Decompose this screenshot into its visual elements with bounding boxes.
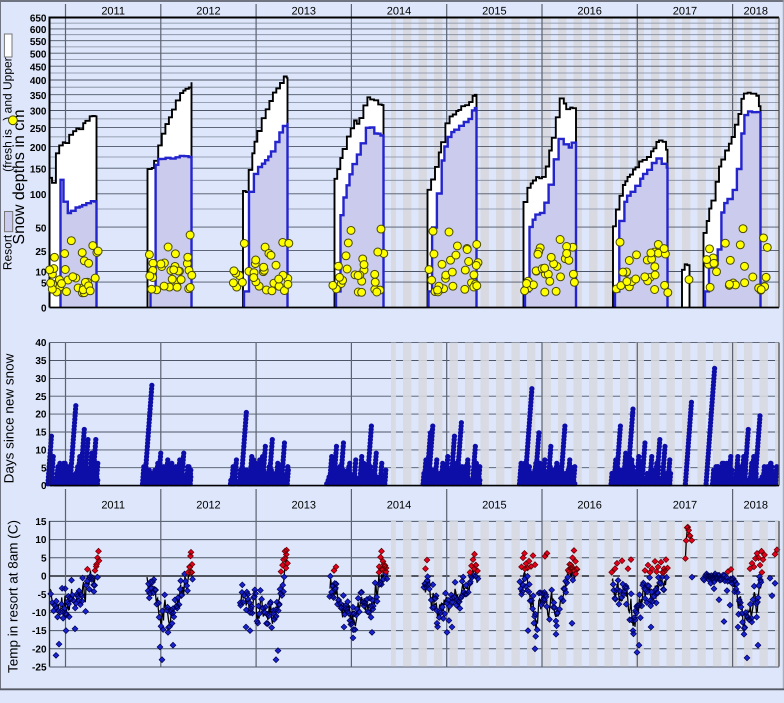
svg-text:) and Upper: ) and Upper — [1, 57, 15, 120]
svg-text:40: 40 — [35, 338, 47, 349]
svg-text:150: 150 — [30, 164, 47, 175]
svg-text:10: 10 — [35, 268, 47, 279]
svg-text:Snow depths in cm: Snow depths in cm — [11, 109, 28, 244]
svg-text:2011: 2011 — [101, 500, 125, 512]
svg-text:Days since new snow: Days since new snow — [2, 353, 17, 483]
svg-text:Resort: Resort — [1, 234, 15, 270]
svg-text:2014: 2014 — [387, 6, 411, 18]
svg-text:300: 300 — [30, 107, 47, 118]
svg-text:2012: 2012 — [196, 6, 220, 18]
svg-text:2014: 2014 — [387, 500, 411, 512]
svg-text:5: 5 — [41, 553, 47, 564]
svg-text:250: 250 — [30, 124, 47, 135]
svg-text:50: 50 — [35, 223, 47, 234]
svg-text:600: 600 — [30, 25, 47, 36]
svg-text:10: 10 — [35, 535, 47, 546]
svg-text:-15: -15 — [32, 626, 47, 637]
svg-text:650: 650 — [30, 14, 47, 25]
svg-text:200: 200 — [30, 143, 47, 154]
svg-text:(fresh is: (fresh is — [1, 129, 15, 172]
svg-text:2013: 2013 — [292, 6, 316, 18]
svg-text:20: 20 — [35, 410, 47, 421]
svg-text:450: 450 — [30, 62, 47, 73]
svg-text:500: 500 — [30, 49, 47, 60]
svg-text:0: 0 — [41, 572, 47, 583]
svg-text:400: 400 — [30, 76, 47, 87]
svg-text:2017: 2017 — [673, 500, 697, 512]
svg-text:Temp in resort at 8am (C): Temp in resort at 8am (C) — [6, 520, 21, 673]
svg-text:2017: 2017 — [673, 6, 697, 18]
svg-text:2013: 2013 — [292, 500, 316, 512]
svg-text:15: 15 — [35, 428, 47, 439]
svg-text:350: 350 — [30, 91, 47, 102]
svg-text:-10: -10 — [32, 608, 47, 619]
svg-text:100: 100 — [30, 190, 47, 201]
svg-text:2016: 2016 — [577, 6, 601, 18]
svg-text:25: 25 — [35, 392, 47, 403]
svg-text:30: 30 — [35, 374, 47, 385]
svg-text:2015: 2015 — [482, 500, 506, 512]
svg-text:2015: 2015 — [482, 6, 506, 18]
svg-text:550: 550 — [30, 37, 47, 48]
svg-text:5: 5 — [41, 278, 47, 289]
svg-text:0: 0 — [41, 481, 47, 492]
svg-text:-25: -25 — [32, 663, 47, 674]
svg-text:2018: 2018 — [744, 6, 768, 18]
svg-text:2011: 2011 — [101, 6, 125, 18]
svg-text:2016: 2016 — [577, 500, 601, 512]
svg-text:2018: 2018 — [744, 500, 768, 512]
svg-text:5: 5 — [41, 463, 47, 474]
svg-text:10: 10 — [35, 445, 47, 456]
svg-text:-5: -5 — [38, 590, 47, 601]
svg-text:25: 25 — [35, 247, 47, 258]
svg-text:0: 0 — [41, 304, 47, 315]
svg-text:35: 35 — [35, 356, 47, 367]
svg-text:-20: -20 — [32, 644, 47, 655]
svg-text:15: 15 — [35, 517, 47, 528]
svg-text:2012: 2012 — [196, 500, 220, 512]
